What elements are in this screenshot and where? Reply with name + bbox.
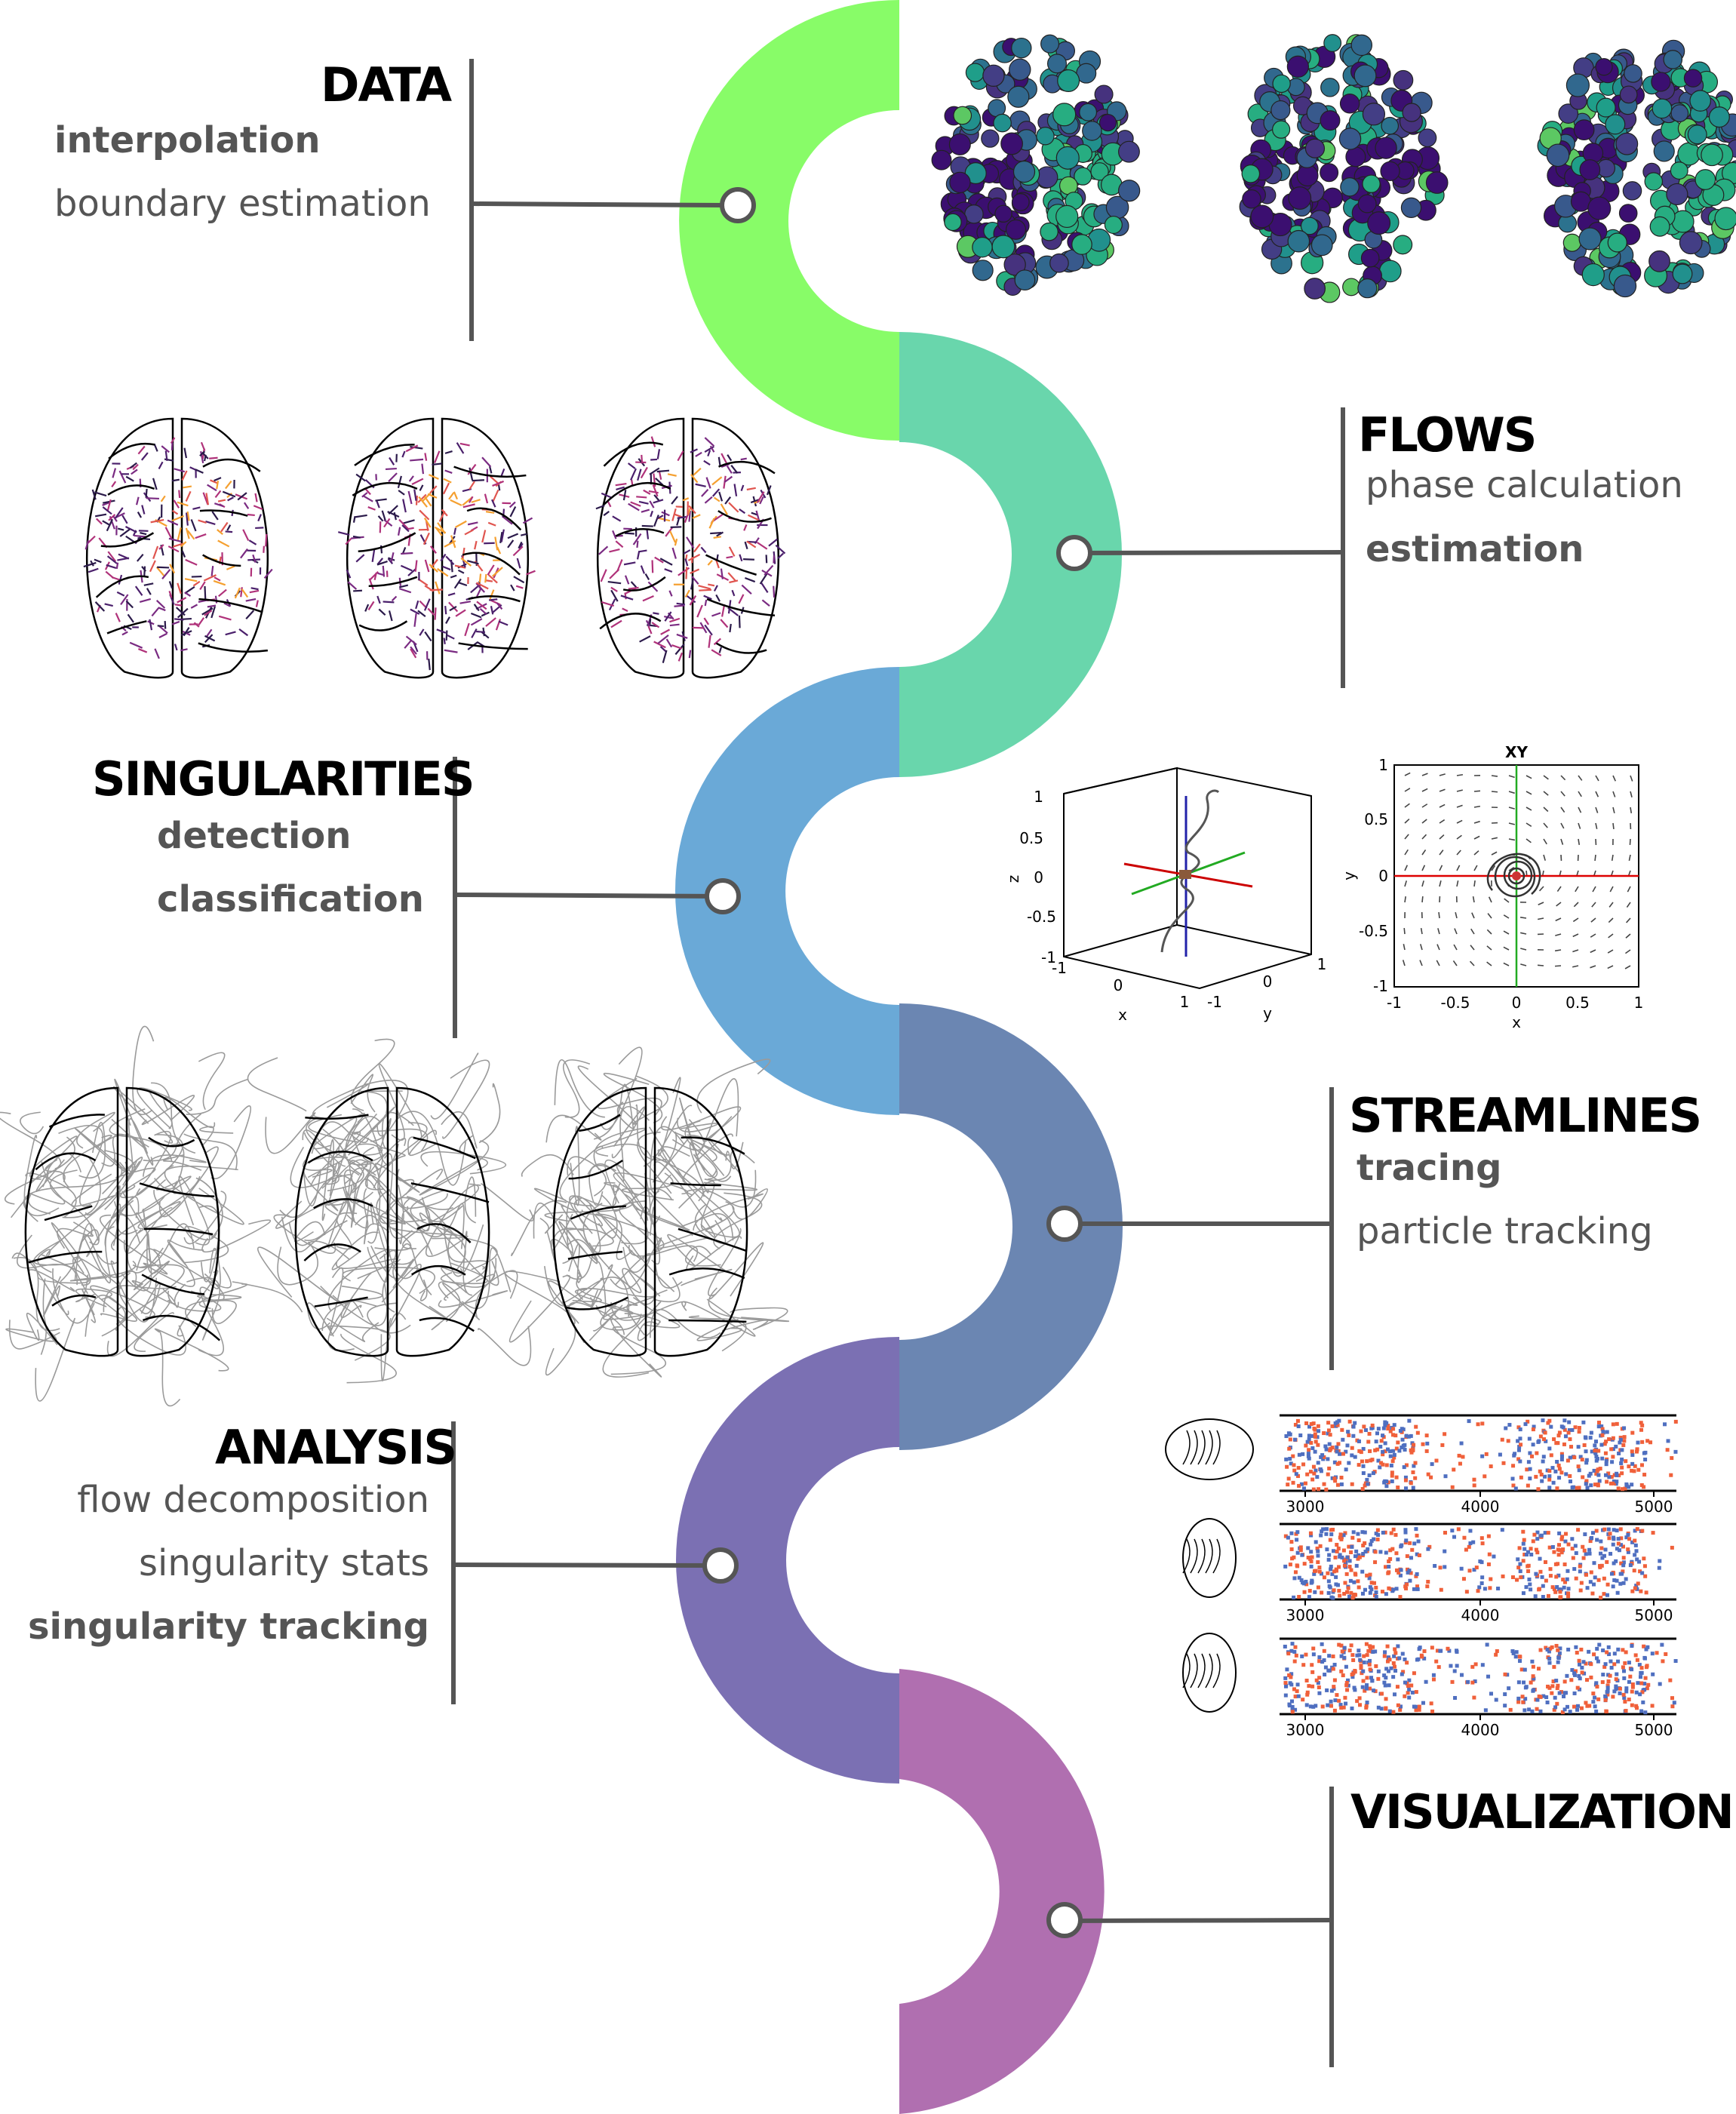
y-tick-label: 0 — [1378, 867, 1388, 885]
stage-title-streamlines: STREAMLINES — [1349, 1088, 1702, 1143]
node-analysis — [702, 1547, 739, 1584]
raster-tick-label: 4000 — [1461, 1498, 1500, 1516]
raster-tick-label: 4000 — [1461, 1606, 1500, 1624]
stage-item-estimation: estimation — [1366, 528, 1584, 570]
visualization-raster-panels: 3000 4000 5000 3000 4000 5000 3000 4000 5000 — [1165, 1414, 1678, 1739]
stage-item-particle-tracking: particle tracking — [1357, 1210, 1653, 1252]
raster-tick-label: 3000 — [1286, 1498, 1325, 1516]
raster-panel: 3000 4000 5000 — [1182, 1518, 1676, 1624]
stage-item-singularity-stats: singularity stats — [138, 1542, 429, 1584]
stage-item-interpolation: interpolation — [54, 119, 321, 161]
node-flows — [1056, 535, 1092, 571]
x-tick-label: 1 — [1180, 993, 1190, 1011]
raster-tick-label: 3000 — [1286, 1606, 1325, 1624]
x-tick-label: -1 — [1387, 994, 1402, 1012]
data-brain-image — [1239, 34, 1449, 303]
nodes — [702, 187, 1092, 1938]
flows-brain-image — [337, 417, 536, 679]
y-tick-label: 1 — [1378, 756, 1388, 774]
streamlines-brain-images — [0, 1025, 790, 1407]
stage-title-data: DATA — [321, 57, 452, 112]
stage-title-analysis: ANALYSIS — [215, 1420, 457, 1475]
node-singularities — [705, 878, 741, 914]
node-visualization — [1046, 1902, 1083, 1938]
streamlines-brain-image — [232, 1038, 534, 1384]
y-axis-label: y — [1263, 1004, 1272, 1022]
y-tick-label: 1 — [1317, 955, 1327, 973]
phase-portrait-plot — [1393, 764, 1639, 988]
z-tick-label: 0.5 — [1019, 829, 1043, 847]
stage-item-detection: detection — [157, 815, 352, 857]
x-tick-label: 1 — [1634, 994, 1644, 1012]
flows-brain-images — [83, 417, 786, 679]
y-tick-label: 0 — [1263, 973, 1273, 991]
y-axis-label: y — [1340, 871, 1358, 880]
raster-tick-label: 3000 — [1286, 1721, 1325, 1739]
singularity-3d-plot — [1063, 767, 1312, 990]
flows-brain-image — [595, 417, 786, 679]
z-tick-label: -0.5 — [1027, 908, 1056, 926]
phase-portrait-labels: XY 1 0.5 0 -0.5 -1 y -1 -0.5 0 0.5 1 x — [1340, 743, 1643, 1031]
stage-title-singularities: SINGULARITIES — [92, 751, 475, 807]
data-brain-images — [931, 34, 1736, 303]
path-segment-singularities — [675, 667, 899, 1115]
x-tick-label: 0 — [1114, 976, 1123, 994]
stage-item-classification: classification — [157, 878, 424, 920]
streamlines-brain-image — [504, 1046, 790, 1378]
singularity-3d-plot-labels: 1 0.5 0 -0.5 -1 z -1 0 1 x -1 0 1 y — [1004, 788, 1326, 1024]
raster-tick-label: 4000 — [1461, 1721, 1500, 1739]
stage-title-flows: FLOWS — [1358, 407, 1537, 462]
node-streamlines — [1046, 1206, 1083, 1242]
raster-tick-label: 5000 — [1635, 1498, 1673, 1516]
y-tick-label: -1 — [1207, 993, 1222, 1011]
path-segment-analysis — [676, 1337, 899, 1784]
raster-tick-label: 5000 — [1635, 1606, 1673, 1624]
y-tick-label: 0.5 — [1364, 810, 1388, 828]
path-segment-streamlines — [899, 1003, 1123, 1450]
flows-brain-image — [83, 417, 273, 679]
x-axis-label: x — [1512, 1013, 1521, 1031]
connectors — [451, 59, 1345, 2067]
streamlines-brain-image — [0, 1025, 272, 1407]
stage-title-visualization: VISUALIZATION — [1350, 1784, 1734, 1839]
raster-panel: 3000 4000 5000 — [1182, 1633, 1678, 1739]
x-tick-label: 0 — [1512, 994, 1522, 1012]
stage-item-boundary-estimation: boundary estimation — [54, 183, 431, 225]
x-tick-label: -0.5 — [1440, 994, 1470, 1012]
stage-item-flow-decomposition: flow decomposition — [77, 1479, 429, 1521]
data-brain-image — [931, 34, 1141, 297]
serpentine-path — [675, 0, 1123, 2114]
stage-item-phase-calculation: phase calculation — [1366, 464, 1683, 506]
raster-tick-label: 5000 — [1635, 1721, 1673, 1739]
z-tick-label: 0 — [1034, 868, 1043, 886]
path-segment-data — [679, 0, 899, 441]
path-segment-flows — [899, 332, 1122, 777]
stage-item-singularity-tracking: singularity tracking — [27, 1605, 429, 1648]
z-axis-label: z — [1004, 875, 1022, 883]
node-data — [720, 187, 756, 223]
x-tick-label: -1 — [1052, 959, 1067, 977]
x-tick-label: 0.5 — [1565, 994, 1590, 1012]
z-tick-label: -1 — [1041, 948, 1056, 966]
stage-item-tracing: tracing — [1357, 1147, 1502, 1189]
raster-panel: 3000 4000 5000 — [1165, 1414, 1678, 1516]
z-tick-label: 1 — [1034, 788, 1043, 806]
phase-plot-title: XY — [1505, 743, 1528, 761]
y-tick-label: -1 — [1373, 977, 1388, 995]
path-segment-visualization — [899, 1669, 1105, 2114]
y-tick-label: -0.5 — [1359, 922, 1388, 940]
data-brain-image — [1537, 39, 1736, 298]
x-axis-label: x — [1118, 1006, 1127, 1024]
